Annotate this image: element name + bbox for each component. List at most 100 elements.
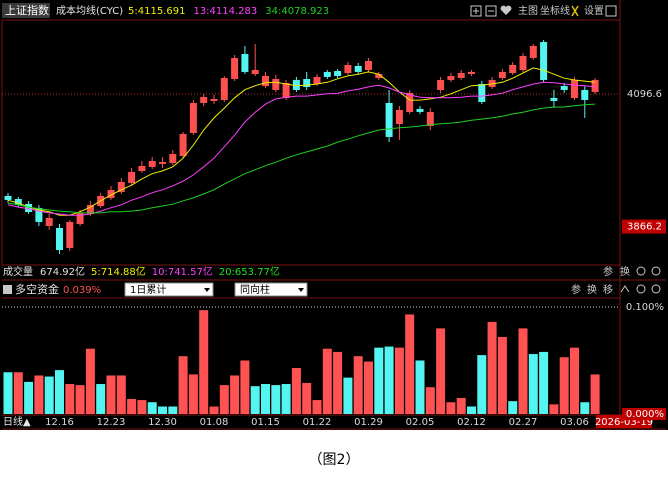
candle-body (519, 55, 527, 70)
bar (425, 387, 435, 414)
y-tick-label: 4096.6 (627, 89, 662, 100)
candle-body (148, 160, 156, 167)
x-tick-label: 03.06 (560, 417, 589, 428)
bar (24, 381, 34, 414)
ma-line (7, 67, 596, 216)
bar (147, 402, 157, 414)
legend: 5:4115.691 13:4114.283 34:4078.923 (128, 6, 329, 17)
volume-value: 5:714.88亿 (91, 265, 146, 278)
x-tick-label: 01.29 (354, 417, 383, 428)
candle-body (303, 78, 311, 87)
panel-button[interactable]: 换 (587, 283, 597, 296)
bar (559, 357, 569, 414)
candle-body (354, 65, 362, 72)
candle-body (251, 69, 259, 74)
candle-body (395, 109, 403, 124)
panel-icon[interactable] (620, 285, 630, 293)
panel-icon[interactable] (651, 284, 661, 294)
zoom-out-icon[interactable] (485, 5, 497, 17)
candle-body (416, 108, 424, 113)
candle-body (241, 54, 249, 72)
bar (106, 375, 116, 414)
favorite-icon[interactable] (500, 5, 512, 15)
bar (528, 354, 538, 414)
candle-body (437, 79, 445, 90)
panel-readout: 0.039% (63, 285, 101, 296)
panel-button[interactable]: 换 (620, 265, 630, 278)
zoom-in-icon[interactable] (470, 5, 482, 17)
candle-body (35, 207, 43, 222)
title-box (2, 3, 50, 18)
period-label[interactable]: 日线▲ (3, 415, 31, 428)
bar (219, 385, 229, 414)
x-tick-label: 12.23 (97, 417, 126, 428)
ma-line (7, 103, 596, 214)
bar (137, 400, 147, 414)
toolbar-button[interactable]: 坐标线 (540, 4, 570, 17)
bar (446, 402, 456, 414)
candle-body (385, 102, 393, 137)
bar (3, 372, 13, 414)
indicator-name: 成本均线(CYC) (56, 4, 123, 17)
panel-icon[interactable] (636, 266, 646, 276)
dropdown[interactable] (124, 282, 214, 297)
candle-body (272, 78, 280, 90)
ma-line (7, 81, 596, 216)
bar (158, 406, 167, 414)
bar (374, 347, 384, 414)
panel-icon[interactable] (651, 266, 661, 276)
candle-body (292, 79, 300, 90)
bar (477, 355, 487, 414)
bar (467, 406, 476, 414)
candle-body (262, 75, 269, 86)
bar (230, 375, 240, 414)
bar (384, 346, 394, 414)
candle-body (76, 212, 84, 224)
candle-body (426, 112, 434, 126)
chart-title: 上证指数 (5, 3, 49, 17)
toolbar-button[interactable]: 主图 (518, 5, 538, 17)
x-tick-label: 01.08 (200, 417, 229, 428)
bar (343, 377, 353, 414)
candle-body (45, 217, 53, 226)
bar (353, 356, 363, 414)
bar (85, 348, 95, 414)
x-tick-label: 01.15 (251, 417, 280, 428)
bar (487, 321, 497, 414)
candle-body (169, 154, 177, 163)
candle-body (344, 64, 352, 73)
candle-body (365, 60, 372, 70)
bar (199, 310, 209, 414)
bar (570, 347, 579, 414)
candle-body (457, 72, 465, 78)
tool-icon[interactable] (571, 5, 579, 17)
panel-button[interactable]: 参 (603, 265, 613, 278)
dropdown[interactable] (234, 282, 308, 297)
bar (116, 375, 126, 414)
bar (44, 376, 54, 414)
bar (518, 328, 528, 414)
x-tick-label: 02.27 (509, 417, 538, 428)
panel-icon[interactable] (636, 284, 646, 294)
bar (436, 328, 446, 414)
legend-entry: 13:4114.283 (193, 6, 257, 17)
price-marker-box (622, 219, 666, 234)
candle-body (159, 162, 166, 164)
volume-title: 成交量 (3, 265, 33, 278)
y-tick-label: 0.100% (626, 302, 664, 313)
panel-button[interactable]: 移 (603, 283, 613, 296)
candle-body (200, 96, 208, 103)
x-tick-label: 02.12 (457, 417, 486, 428)
help-icon[interactable] (3, 285, 12, 294)
toolbar-button[interactable]: 设置 (584, 5, 604, 17)
caption: （图2） (309, 452, 360, 468)
panel-button[interactable]: 参 (571, 283, 581, 296)
window-icon[interactable] (605, 5, 617, 17)
candle-body (581, 89, 589, 100)
candle-body (468, 71, 475, 74)
candle-body (591, 79, 599, 92)
bar (394, 347, 404, 414)
bar (364, 361, 373, 414)
volume-value: 10:741.57亿 (152, 265, 213, 278)
